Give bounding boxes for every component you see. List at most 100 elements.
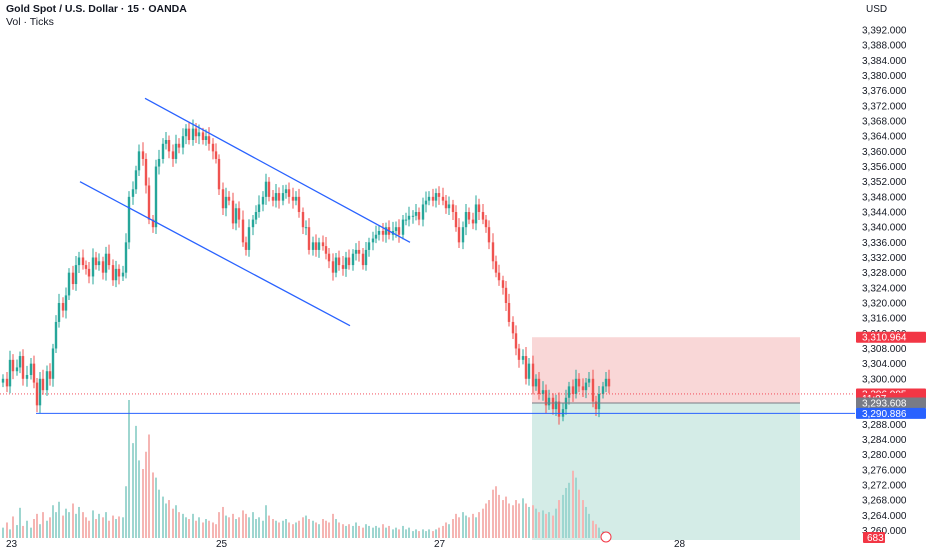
candle-body [544,390,548,406]
volume-bar [232,513,234,538]
candle-body [94,257,98,266]
candle-body [224,196,228,209]
volume-bar [212,522,214,538]
volume-bar [172,508,174,538]
volume-bar [475,517,477,538]
price-tick-label: 3,268.000 [862,496,907,507]
candle-body [164,140,168,144]
candle-body [71,272,75,285]
candle-body [77,257,81,266]
candle-body [261,196,265,205]
candle-body [114,268,118,281]
volume-bar [588,513,590,538]
candle-body [277,193,281,201]
candle-body [481,212,485,220]
candle-body [297,196,301,213]
candle-body [287,189,291,197]
candle-body [84,265,88,269]
volume-bar [46,520,48,538]
candle-body [15,367,19,372]
volume-bar [455,513,457,538]
price-tick-label: 3,260.000 [862,526,907,537]
volume-bar [6,522,8,538]
volume-bar [465,515,467,538]
volume-bar [502,500,504,538]
volume-bar [228,517,230,538]
price-tick-label: 3,276.000 [862,465,907,476]
candle-body [184,128,188,137]
candle-body [281,193,285,201]
candle-body [504,287,508,303]
candle-body [374,234,378,239]
volume-bar [255,519,257,538]
price-tick-label: 3,348.000 [862,192,907,203]
volume-bar [125,486,127,538]
volume-bar [432,531,434,538]
volume-bar [258,517,260,538]
price-tick-label: 3,392.000 [862,26,907,37]
candle-body [384,227,388,235]
volume-bar [282,520,284,538]
volume-bar [332,513,334,538]
volume-bar [505,496,507,538]
volume-bar [342,524,344,538]
volume-bar [148,434,150,538]
candle-body [201,132,205,141]
candle-body [351,253,355,266]
price-tick-label: 3,336.000 [862,238,907,249]
price-tick-label: 3,380.000 [862,71,907,82]
candle-body [141,151,145,159]
candle-body [291,196,295,201]
candle-body [101,261,105,273]
price-tick-label: 3,320.000 [862,298,907,309]
candle-body [447,204,451,209]
candle-body [207,136,211,144]
volume-bar [162,496,164,538]
volume-bar [12,516,14,538]
volume-bar [442,525,444,538]
volume-bar [308,519,310,538]
volume-bar [285,519,287,538]
price-tick-label: 3,328.000 [862,268,907,279]
candle-body [294,196,298,201]
candle-body [284,189,288,194]
price-tag-label: 3,293.608 [862,399,907,410]
time-tick-label: 28 [674,539,686,550]
volume-bar [358,525,360,538]
candle-body [29,363,33,376]
volume-bar [238,517,240,538]
candle-body [301,212,305,228]
candle-body [591,378,595,402]
candle-body [377,230,381,235]
volume-bar [192,513,194,538]
candle-body [424,200,428,205]
candle-body [324,246,328,254]
time-tick-label: 23 [6,539,18,550]
candle-body [441,196,445,201]
volume-bar [402,525,404,538]
volume-bar [438,527,440,538]
volume-bar [398,529,400,538]
volume-bar [485,503,487,538]
candle-body [477,204,481,213]
price-tick-label: 3,372.000 [862,101,907,112]
volume-bar [165,503,167,538]
volume-bar [92,510,94,538]
volume-bar [322,519,324,538]
candle-body [327,253,331,262]
volume-bar [30,527,32,538]
candle-body [414,212,418,216]
candle-body [364,249,368,266]
volume-bar [16,525,18,538]
candle-body [124,242,128,273]
volume-bar [105,512,107,538]
volume-bar [595,524,597,538]
volume-bar [292,524,294,538]
candle-body [38,378,42,406]
candle-body [331,261,335,273]
candle-body [357,249,361,254]
candle-body [51,348,55,379]
volume-value-tag [863,532,885,543]
candle-body [231,200,235,224]
